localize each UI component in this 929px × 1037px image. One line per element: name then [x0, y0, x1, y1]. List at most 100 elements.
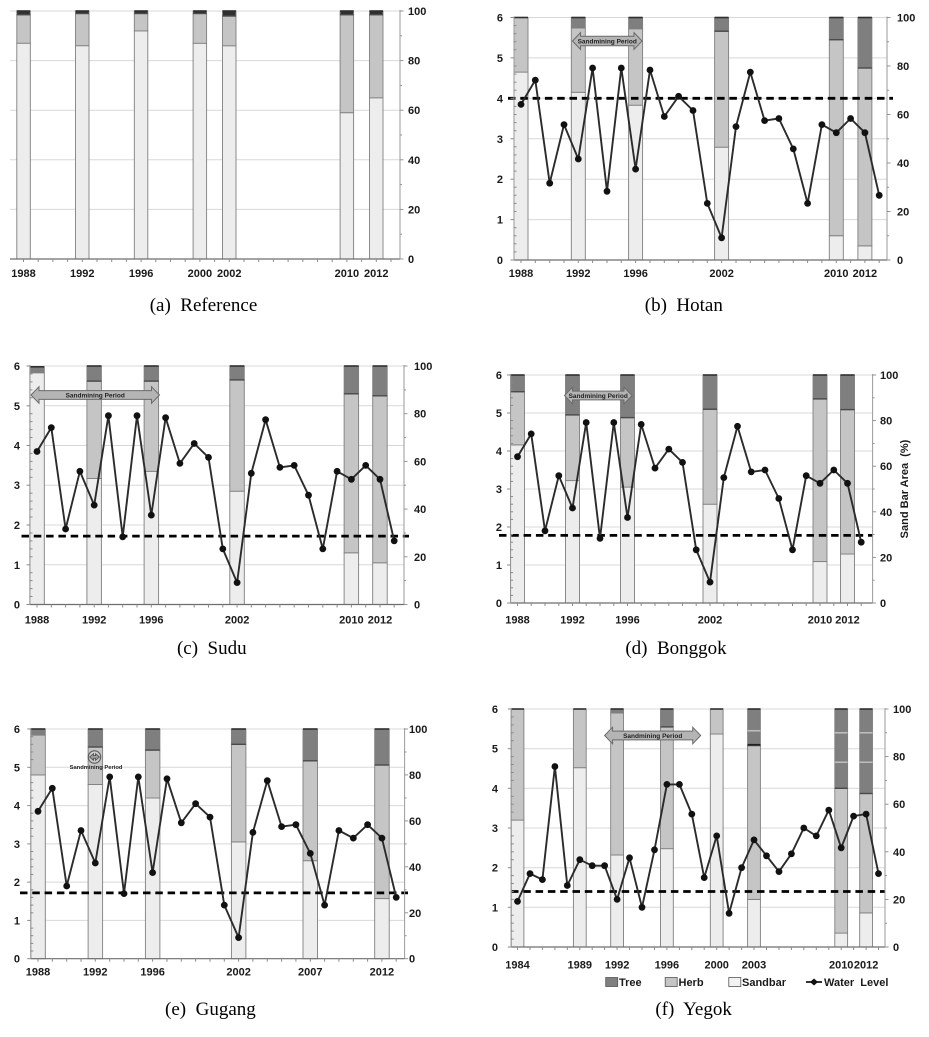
svg-text:40: 40	[880, 507, 892, 519]
svg-text:20: 20	[893, 894, 905, 906]
svg-text:6: 6	[14, 724, 20, 736]
svg-text:1: 1	[492, 902, 498, 914]
svg-text:2010: 2010	[339, 615, 363, 627]
svg-text:0: 0	[897, 255, 903, 267]
svg-text:0: 0	[496, 598, 502, 610]
svg-text:6: 6	[492, 704, 498, 716]
svg-text:0: 0	[492, 942, 498, 954]
svg-text:2000: 2000	[704, 960, 728, 972]
svg-text:2: 2	[492, 863, 498, 875]
svg-text:Sand Bar Area (%): Sand Bar Area (%)	[899, 439, 911, 538]
svg-text:40: 40	[893, 847, 905, 859]
svg-text:2012: 2012	[835, 615, 859, 627]
svg-text:20: 20	[408, 204, 420, 216]
svg-text:(c) Sudu: (c) Sudu	[177, 638, 247, 659]
svg-text:80: 80	[893, 752, 905, 764]
svg-text:20: 20	[414, 552, 426, 564]
svg-text:60: 60	[897, 110, 909, 122]
svg-text:3: 3	[14, 480, 20, 492]
svg-text:5: 5	[497, 53, 503, 65]
svg-text:2010: 2010	[808, 615, 832, 627]
svg-text:1988: 1988	[509, 268, 533, 280]
svg-text:80: 80	[408, 56, 420, 68]
svg-text:80: 80	[880, 416, 892, 428]
svg-text:2: 2	[14, 520, 20, 532]
svg-text:1996: 1996	[129, 268, 153, 280]
svg-text:Herb: Herb	[679, 977, 704, 989]
svg-text:3: 3	[492, 823, 498, 835]
svg-text:1996: 1996	[655, 960, 679, 972]
svg-text:60: 60	[880, 461, 892, 473]
svg-text:Water Level: Water Level	[824, 977, 888, 989]
svg-text:1996: 1996	[615, 615, 639, 627]
svg-text:(f) Yegok: (f) Yegok	[655, 999, 732, 1020]
svg-text:2010: 2010	[335, 268, 359, 280]
svg-text:60: 60	[893, 799, 905, 811]
svg-text:5: 5	[496, 408, 502, 420]
svg-text:0: 0	[14, 954, 20, 966]
svg-text:2003: 2003	[742, 960, 766, 972]
svg-text:1992: 1992	[605, 960, 629, 972]
svg-text:2002: 2002	[217, 268, 241, 280]
svg-text:4: 4	[14, 801, 21, 813]
svg-text:3: 3	[496, 484, 502, 496]
svg-text:80: 80	[414, 409, 426, 421]
svg-text:(a) Reference: (a) Reference	[150, 295, 258, 316]
svg-text:1992: 1992	[70, 268, 94, 280]
svg-text:0: 0	[409, 954, 415, 966]
svg-text:40: 40	[414, 504, 426, 516]
svg-text:60: 60	[409, 816, 421, 828]
svg-text:20: 20	[880, 552, 892, 564]
svg-text:2007: 2007	[298, 967, 322, 979]
svg-text:100: 100	[414, 361, 432, 373]
svg-text:80: 80	[897, 61, 909, 73]
svg-text:2: 2	[496, 522, 502, 534]
svg-text:100: 100	[409, 724, 427, 736]
svg-text:60: 60	[408, 105, 420, 117]
svg-text:0: 0	[414, 600, 420, 612]
svg-text:1: 1	[496, 560, 502, 572]
svg-text:2002: 2002	[698, 615, 722, 627]
svg-text:20: 20	[897, 207, 909, 219]
svg-text:3: 3	[14, 839, 20, 851]
svg-text:Sandmining Period: Sandmining Period	[70, 765, 123, 771]
svg-text:2002: 2002	[709, 268, 733, 280]
svg-text:1988: 1988	[11, 268, 35, 280]
svg-text:0: 0	[880, 598, 886, 610]
svg-text:40: 40	[897, 158, 909, 170]
svg-text:4: 4	[497, 93, 504, 105]
svg-text:100: 100	[880, 370, 898, 382]
svg-text:6: 6	[497, 13, 503, 25]
svg-text:Sandbar: Sandbar	[742, 977, 787, 989]
svg-text:2: 2	[14, 877, 20, 889]
svg-text:1: 1	[14, 560, 20, 572]
svg-text:3: 3	[497, 134, 503, 146]
svg-text:40: 40	[409, 862, 421, 874]
svg-text:6: 6	[14, 361, 20, 373]
svg-text:2012: 2012	[364, 268, 388, 280]
svg-text:20: 20	[409, 908, 421, 920]
svg-text:1992: 1992	[83, 967, 107, 979]
svg-text:80: 80	[409, 770, 421, 782]
svg-text:2: 2	[497, 174, 503, 186]
svg-text:2000: 2000	[188, 268, 212, 280]
svg-text:2012: 2012	[370, 967, 394, 979]
svg-text:40: 40	[408, 155, 420, 167]
svg-text:1989: 1989	[568, 960, 592, 972]
svg-text:4: 4	[492, 783, 499, 795]
svg-text:Sandmining Period: Sandmining Period	[66, 392, 125, 399]
svg-text:1: 1	[497, 215, 503, 227]
svg-text:1988: 1988	[25, 615, 49, 627]
svg-text:2012: 2012	[368, 615, 392, 627]
svg-text:0: 0	[893, 942, 899, 954]
svg-text:0: 0	[497, 255, 503, 267]
svg-text:6: 6	[496, 370, 502, 382]
svg-text:4: 4	[496, 446, 503, 458]
svg-text:Sandmining Period: Sandmining Period	[623, 733, 682, 740]
svg-text:1992: 1992	[560, 615, 584, 627]
svg-text:0: 0	[408, 254, 414, 266]
svg-text:4: 4	[14, 441, 21, 453]
svg-text:2010: 2010	[824, 268, 848, 280]
svg-text:100: 100	[408, 6, 426, 18]
svg-text:2010: 2010	[829, 960, 853, 972]
